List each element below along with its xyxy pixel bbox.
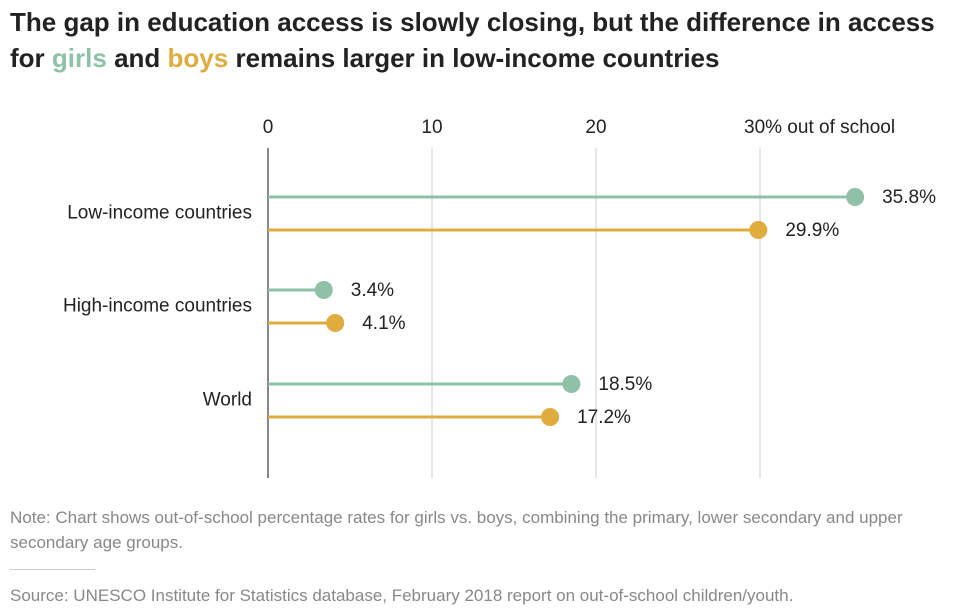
category-label: Low-income countries [67,203,252,224]
value-label: 4.1% [362,313,405,334]
value-label: 18.5% [598,374,652,395]
lollipop-dot [541,408,560,426]
chart-title: The gap in education access is slowly cl… [10,4,960,76]
lollipop-dot [749,221,768,239]
value-label: 3.4% [351,280,394,301]
x-tick-label: 10 [421,117,442,138]
lollipop-dot [314,281,333,299]
source: Source: UNESCO Institute for Statistics … [10,586,794,605]
value-label: 29.9% [785,220,839,241]
title-text: The gap in education access is slowly cl… [10,7,935,73]
x-tick-label: 0 [263,117,274,138]
lollipop-dot [562,375,581,393]
x-tick-label: 20 [585,117,606,138]
title-text: remains larger in low-income countries [235,43,720,73]
legend-boys: boys [167,43,229,73]
value-label: 17.2% [577,407,631,428]
category-label: High-income countries [63,296,252,317]
lollipop-dot [846,188,865,206]
x-tick-label: 30% out of school [744,117,895,138]
legend-girls: girls [51,43,107,73]
lollipop-dot [326,314,345,332]
divider [10,569,95,570]
note: Note: Chart shows out-of-school percenta… [10,508,903,552]
value-label: 35.8% [882,187,936,208]
category-label: World [203,390,252,411]
title-text: and [114,43,161,73]
